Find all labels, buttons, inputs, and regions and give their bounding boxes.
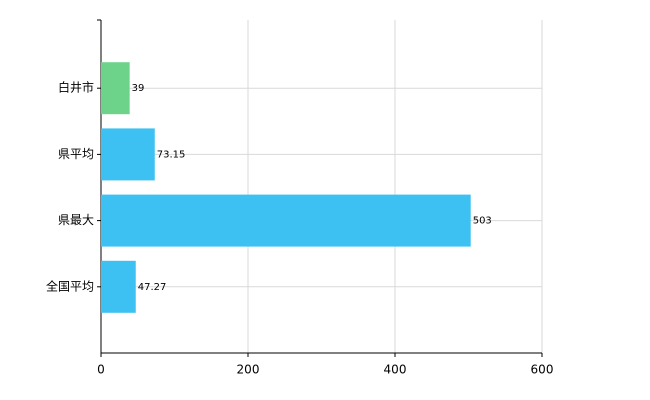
bar [101,62,130,115]
y-tick-label: 白井市 [58,80,94,95]
bar [101,260,136,313]
value-label: 47.27 [138,282,167,293]
y-tick-label: 県最大 [58,213,94,227]
x-tick-label: 200 [237,363,260,377]
value-label: 503 [473,216,492,227]
y-tick-label: 全国平均 [46,278,94,293]
x-tick-label: 0 [97,363,105,377]
value-label: 73.15 [157,149,186,160]
bar [101,128,155,181]
bar [101,194,471,247]
value-label: 39 [132,83,145,94]
x-tick-label: 600 [531,363,554,377]
y-tick-label: 県平均 [58,147,94,161]
x-tick-label: 400 [384,363,407,377]
